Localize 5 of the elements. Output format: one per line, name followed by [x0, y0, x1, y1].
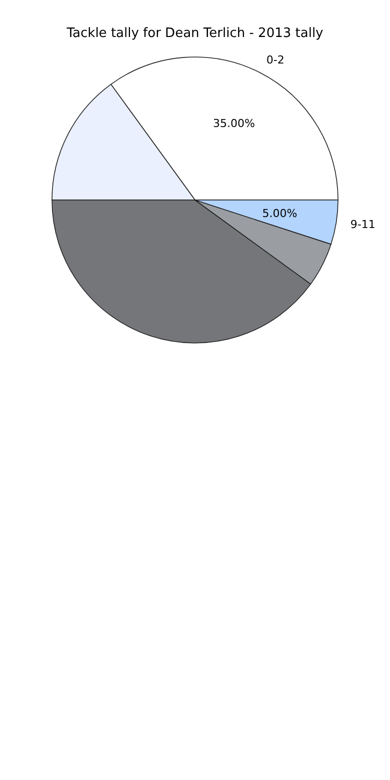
slice-label: 9-11: [350, 218, 376, 232]
data-label: 35.00%: [212, 117, 255, 130]
slice-label: 0-2: [266, 53, 284, 66]
chart-title: Tackle tally for Dean Terlich - 2013 tally: [66, 26, 324, 41]
data-label: 5.00%: [262, 206, 298, 220]
